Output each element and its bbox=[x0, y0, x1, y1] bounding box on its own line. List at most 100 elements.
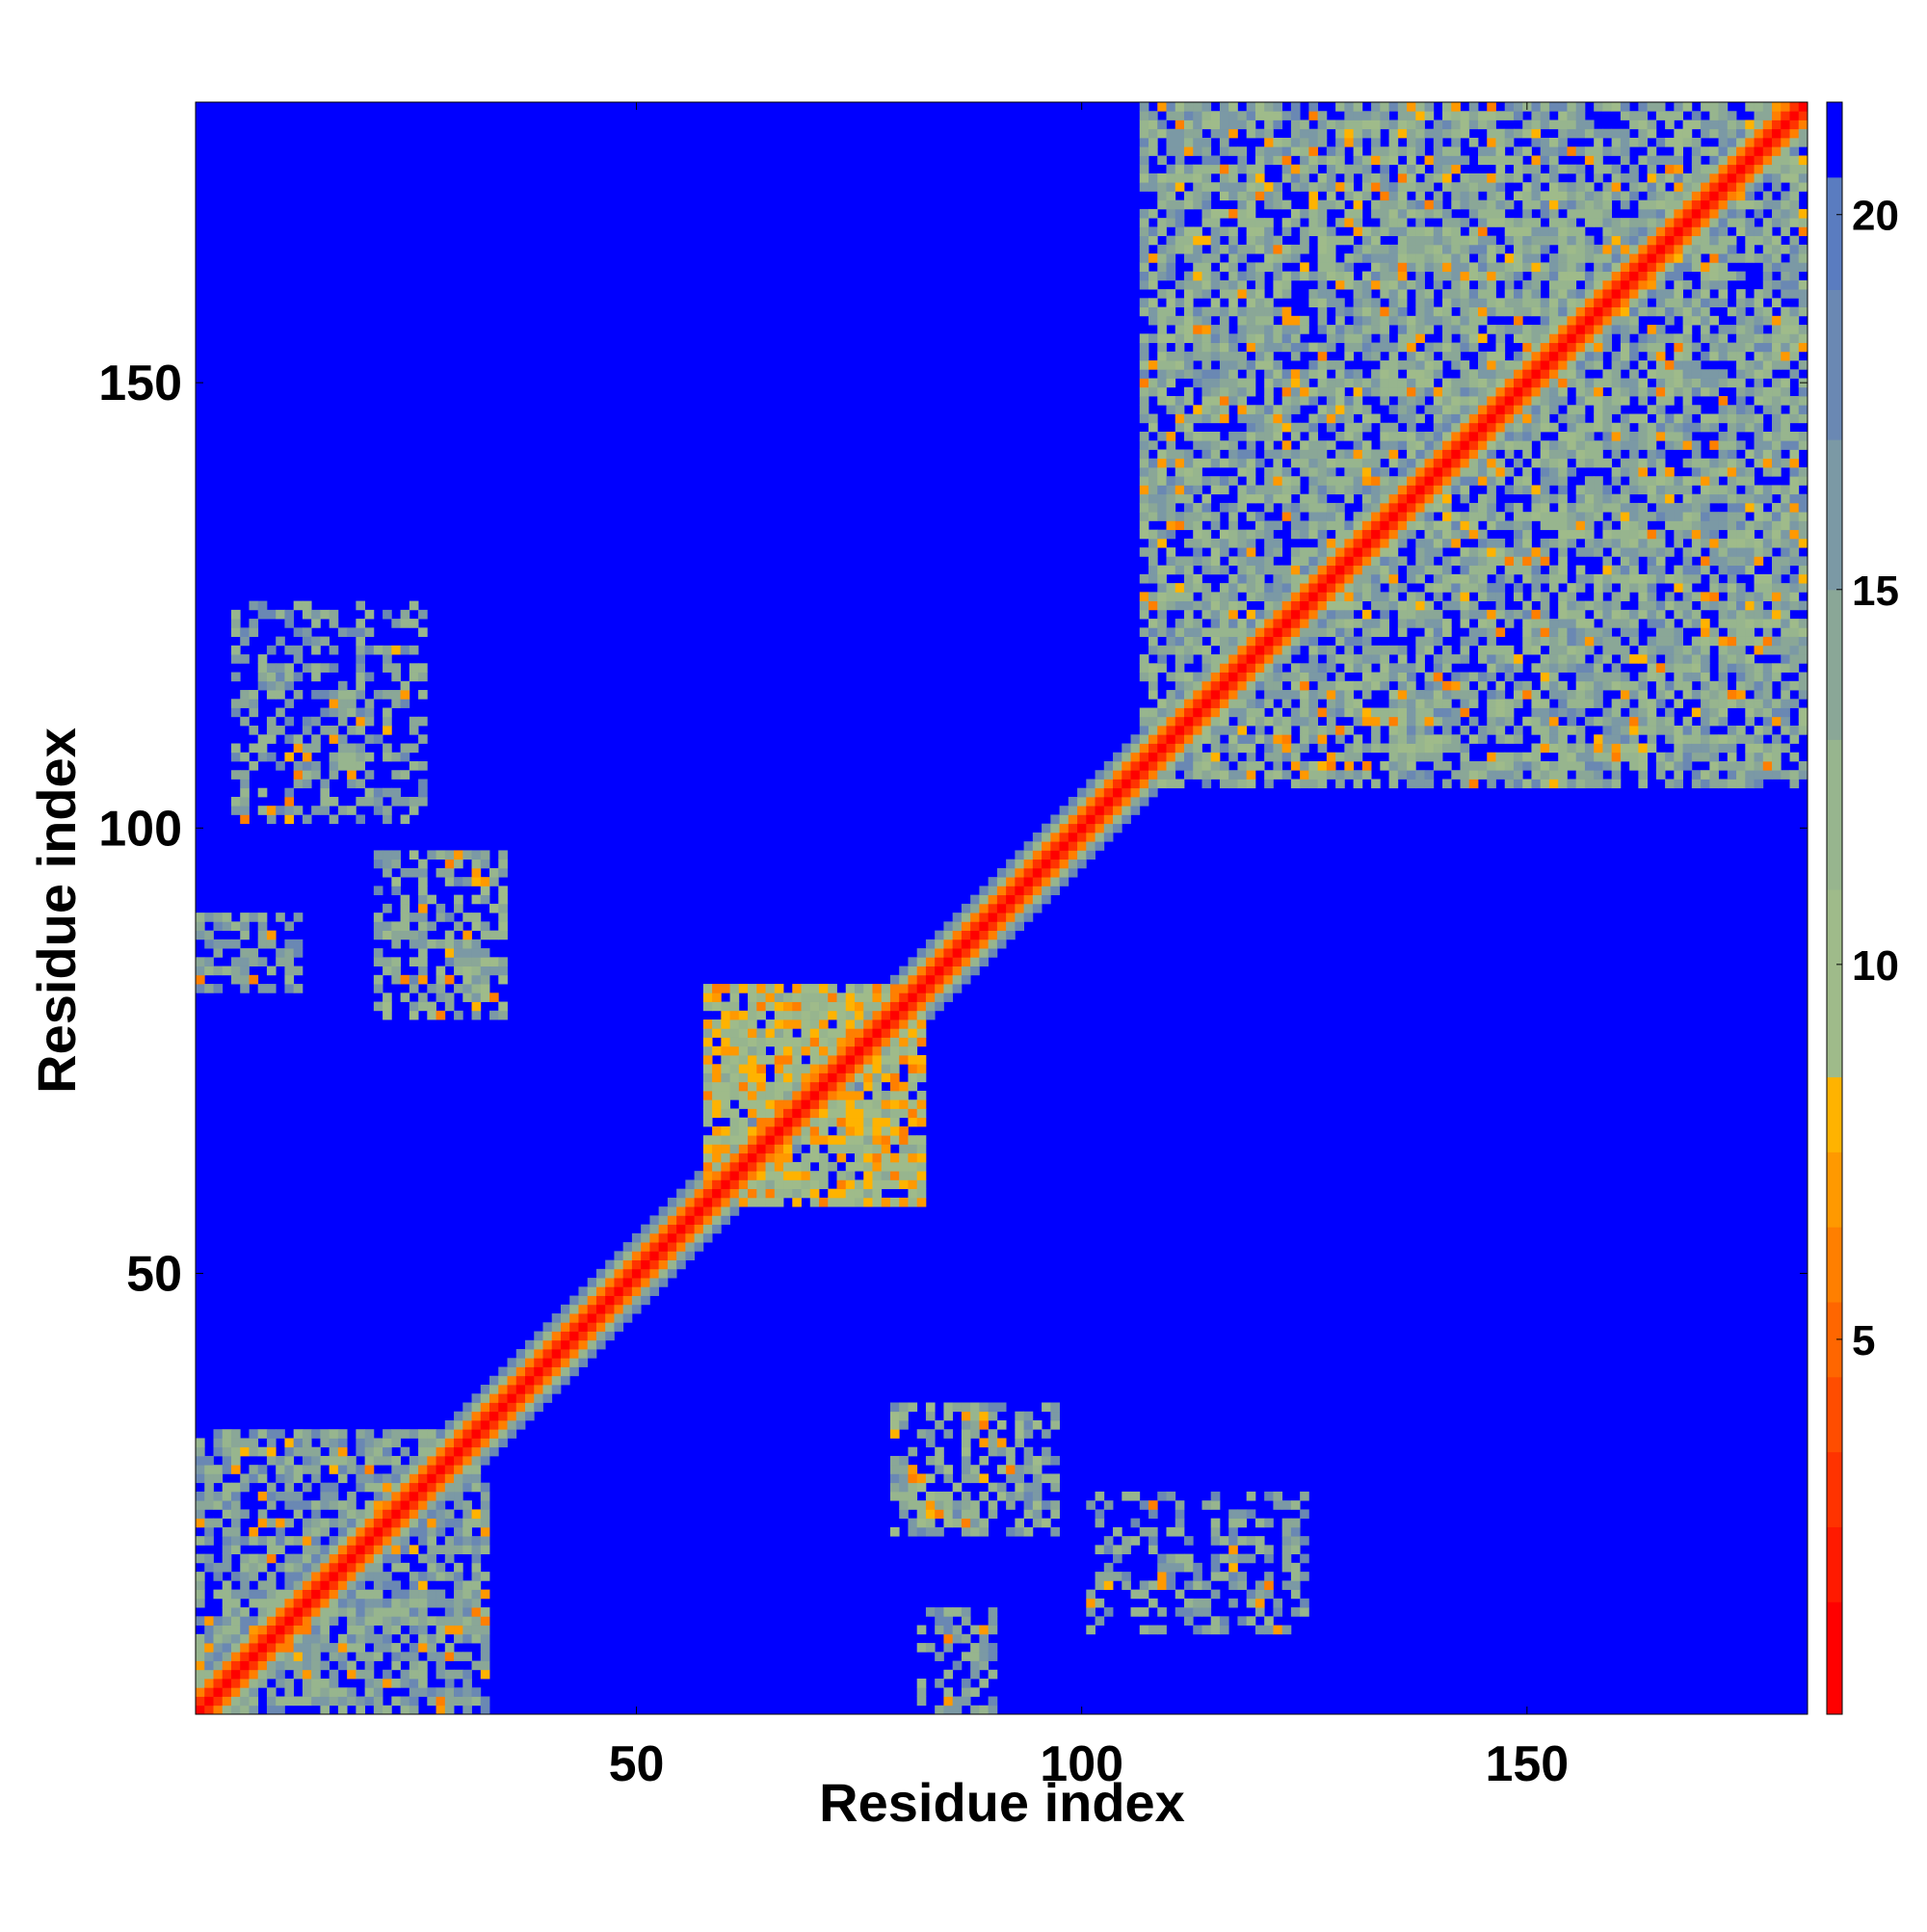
heatmap-cell bbox=[383, 1598, 392, 1608]
heatmap-cell bbox=[1193, 271, 1202, 281]
heatmap-cell bbox=[943, 1411, 954, 1421]
heatmap-cell bbox=[1148, 146, 1158, 156]
heatmap-cell bbox=[427, 921, 436, 931]
heatmap-cell bbox=[560, 1304, 570, 1314]
heatmap-cell bbox=[1415, 645, 1425, 655]
heatmap-cell bbox=[1015, 1429, 1024, 1439]
heatmap-cell bbox=[462, 1473, 472, 1484]
heatmap-cell bbox=[1175, 619, 1185, 628]
heatmap-cell bbox=[1237, 351, 1248, 361]
heatmap-cell bbox=[418, 1589, 428, 1600]
heatmap-cell bbox=[1344, 627, 1354, 637]
heatmap-cell bbox=[1193, 726, 1202, 735]
heatmap-cell bbox=[373, 796, 383, 807]
heatmap-cell bbox=[712, 1171, 722, 1180]
heatmap-cell bbox=[329, 1429, 339, 1439]
heatmap-cell bbox=[1344, 573, 1354, 584]
heatmap-cell bbox=[872, 1179, 883, 1190]
heatmap-cell bbox=[471, 1429, 482, 1439]
heatmap-cell bbox=[1308, 547, 1319, 557]
heatmap-cell bbox=[1380, 155, 1389, 166]
heatmap-cell bbox=[765, 1125, 776, 1136]
heatmap-cell bbox=[293, 1491, 304, 1501]
heatmap-cell bbox=[908, 1500, 918, 1510]
heatmap-cell bbox=[213, 1429, 224, 1439]
heatmap-cell bbox=[1308, 208, 1319, 219]
heatmap-cell bbox=[257, 609, 268, 620]
heatmap-cell bbox=[1317, 690, 1328, 700]
heatmap-cell bbox=[1210, 520, 1221, 531]
heatmap-cell bbox=[1433, 680, 1443, 691]
heatmap-cell bbox=[1050, 841, 1060, 851]
heatmap-cell bbox=[462, 966, 472, 976]
heatmap-cell bbox=[889, 1152, 900, 1163]
heatmap-cell bbox=[1157, 226, 1167, 237]
heatmap-cell bbox=[1264, 199, 1274, 210]
heatmap-cell bbox=[899, 1144, 909, 1154]
heatmap-cell bbox=[383, 1625, 392, 1635]
heatmap-cell bbox=[507, 1358, 517, 1367]
heatmap-cell bbox=[1219, 279, 1229, 290]
heatmap-cell bbox=[257, 1625, 268, 1635]
heatmap-cell bbox=[249, 743, 259, 754]
heatmap-cell bbox=[1166, 164, 1176, 174]
heatmap-cell bbox=[729, 1010, 740, 1020]
heatmap-cell bbox=[1032, 1518, 1043, 1528]
heatmap-cell bbox=[1281, 1518, 1292, 1528]
heatmap-cell bbox=[881, 1001, 891, 1012]
heatmap-cell bbox=[1273, 663, 1283, 673]
heatmap-cell bbox=[1371, 573, 1381, 584]
heatmap-cell bbox=[1317, 779, 1328, 789]
heatmap-cell bbox=[1371, 600, 1381, 611]
heatmap-cell bbox=[391, 1545, 401, 1555]
heatmap-cell bbox=[1264, 351, 1274, 361]
heatmap-cell bbox=[729, 1064, 740, 1073]
heatmap-cell bbox=[230, 1679, 241, 1688]
heatmap-cell bbox=[329, 1616, 339, 1626]
heatmap-cell bbox=[1122, 1536, 1131, 1546]
heatmap-cell bbox=[1424, 565, 1435, 575]
heatmap-cell bbox=[249, 627, 259, 637]
heatmap-cell bbox=[266, 984, 277, 993]
heatmap-cell bbox=[1193, 770, 1202, 780]
heatmap-cell bbox=[1228, 440, 1238, 450]
heatmap-cell bbox=[1210, 386, 1221, 397]
heatmap-cell bbox=[1308, 619, 1319, 628]
heatmap-cell bbox=[1371, 627, 1381, 637]
heatmap-cell bbox=[1335, 573, 1345, 584]
heatmap-cell bbox=[1086, 1589, 1095, 1600]
heatmap-cell bbox=[1228, 502, 1238, 513]
heatmap-cell bbox=[1264, 1580, 1274, 1590]
heatmap-cell bbox=[872, 1081, 883, 1092]
heatmap-cell bbox=[249, 1473, 259, 1484]
heatmap-cell bbox=[1193, 351, 1202, 361]
heatmap-cell bbox=[748, 1019, 757, 1029]
heatmap-cell bbox=[1290, 619, 1301, 628]
heatmap-cell bbox=[1353, 779, 1363, 789]
heatmap-cell bbox=[578, 1331, 589, 1341]
heatmap-cell bbox=[364, 1526, 375, 1537]
heatmap-cell bbox=[293, 1553, 304, 1564]
heatmap-cell bbox=[1460, 360, 1470, 370]
heatmap-cell bbox=[1317, 592, 1328, 602]
heatmap-cell bbox=[792, 984, 802, 993]
heatmap-cell bbox=[1344, 458, 1354, 468]
heatmap-cell bbox=[819, 1028, 829, 1038]
heatmap-cell bbox=[889, 1090, 900, 1100]
heatmap-cell bbox=[1361, 279, 1372, 290]
heatmap-cell bbox=[1148, 619, 1158, 628]
heatmap-cell bbox=[1281, 699, 1292, 708]
heatmap-cell bbox=[1415, 271, 1425, 281]
heatmap-cell bbox=[462, 877, 472, 887]
heatmap-cell bbox=[1183, 1536, 1194, 1546]
heatmap-cell bbox=[302, 1625, 312, 1635]
heatmap-cell bbox=[480, 1652, 490, 1661]
heatmap-cell bbox=[1219, 680, 1229, 691]
heatmap-cell bbox=[1228, 360, 1238, 370]
heatmap-cell bbox=[1228, 583, 1238, 593]
heatmap-cell bbox=[1281, 386, 1292, 397]
heatmap-cell bbox=[721, 1019, 730, 1029]
heatmap-cell bbox=[614, 1286, 624, 1296]
heatmap-cell bbox=[409, 1652, 419, 1661]
heatmap-cell bbox=[801, 1161, 811, 1172]
